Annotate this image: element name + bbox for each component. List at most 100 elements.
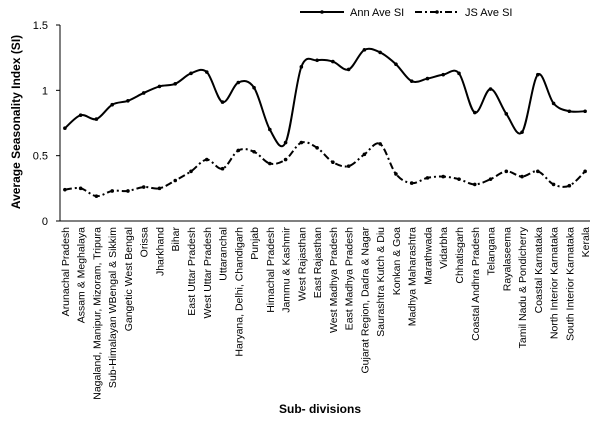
data-point	[299, 65, 304, 69]
x-tick-label: West Madhya Pradesh	[328, 227, 340, 333]
data-point	[536, 169, 540, 174]
series-layer	[63, 47, 587, 198]
x-tick-label: Gujarat Region, Dadra & Nagar	[359, 227, 371, 374]
data-point	[63, 126, 67, 131]
y-tick-label: 1.5	[33, 20, 48, 32]
data-point	[425, 176, 430, 180]
data-point	[331, 59, 335, 64]
x-tick-label: Coastal Andhra Pradesh	[470, 227, 482, 341]
data-point	[488, 87, 493, 91]
x-tick-label: Jharkhand	[154, 227, 166, 276]
data-point	[268, 161, 272, 166]
x-tick-label: Jammu & Kashmir	[281, 227, 293, 313]
y-tick-label: 1	[42, 85, 48, 97]
data-point	[63, 187, 67, 192]
legend-marker	[435, 10, 439, 14]
data-point	[173, 82, 178, 86]
x-tick-label: Himachal Pradesh	[265, 227, 277, 313]
data-point	[94, 117, 99, 121]
x-tick-label: Konkan & Goa	[391, 227, 403, 295]
legend-marker	[320, 10, 324, 14]
x-tick-label: Sub-Himalayan WBengal & Sikkim	[107, 227, 119, 388]
x-tick-label: Punjab	[249, 227, 261, 260]
data-point	[141, 91, 146, 95]
data-point	[78, 113, 83, 117]
data-point	[252, 149, 256, 154]
data-point	[157, 84, 162, 89]
x-tick-label: Orissa	[139, 227, 151, 257]
x-tick-label: West Uttar Pradesh	[202, 227, 214, 319]
data-point	[441, 72, 446, 77]
data-point	[283, 157, 288, 162]
data-point	[157, 186, 162, 191]
legend: Ann Ave SI JS Ave SI	[300, 7, 513, 19]
x-axis-title: Sub- divisions	[279, 402, 361, 416]
data-point	[204, 157, 209, 162]
x-tick-label: Kerala	[580, 227, 592, 258]
y-tick-label: 0.5	[33, 151, 48, 163]
x-tick-label: Gangetic West Bengal	[123, 227, 135, 331]
x-tick-label: Saurashtra Kutch & Diu	[375, 227, 387, 337]
series-line-0	[64, 47, 586, 148]
data-point	[315, 58, 319, 63]
x-tick-label: East Madhya Pradesh	[344, 227, 356, 330]
legend-label: Ann Ave SI	[350, 7, 404, 19]
data-point	[457, 177, 461, 181]
data-point	[126, 189, 130, 193]
data-point	[536, 72, 540, 77]
data-point	[110, 102, 114, 107]
data-point	[457, 71, 461, 76]
x-tick-label: Tamil Nadu & Pondicherry	[517, 226, 529, 348]
data-point	[409, 79, 414, 83]
data-point	[362, 48, 367, 52]
data-point	[567, 109, 572, 114]
axes: 0 0.5 1 1.5	[33, 20, 590, 228]
data-point	[173, 178, 178, 183]
y-axis-title: Average Seasonality Index (SI)	[9, 35, 23, 209]
x-tick-label: North Interior Karnataka	[549, 227, 561, 339]
data-point	[236, 148, 241, 153]
data-point	[331, 160, 335, 164]
data-point	[583, 169, 587, 174]
legend-label: JS Ave SI	[465, 7, 513, 19]
data-point	[567, 183, 572, 188]
category-labels: Arunachal Pradesh Assam & Meghalaya Nagala…	[60, 226, 592, 399]
x-tick-label: East Uttar Pradesh	[186, 227, 198, 316]
data-point	[220, 100, 225, 104]
x-tick-label: Coastal Karnataka	[533, 227, 545, 314]
data-point	[315, 146, 319, 150]
data-point	[268, 127, 272, 132]
x-tick-label: Telangana	[486, 227, 498, 276]
x-tick-label: Arunachal Pradesh	[60, 227, 72, 316]
data-point	[299, 140, 304, 145]
x-tick-label: South Interior Karnataka	[564, 227, 576, 341]
x-tick-label: West Rajasthan	[296, 227, 308, 301]
data-point	[425, 76, 430, 81]
data-point	[551, 182, 556, 187]
data-point	[236, 80, 241, 85]
data-point	[189, 71, 193, 76]
data-point	[504, 169, 509, 174]
data-point	[394, 172, 398, 176]
x-tick-label: Nagaland, Manipur, Mizoram, Tripura	[91, 227, 103, 400]
data-point	[409, 181, 414, 185]
data-point	[94, 194, 99, 198]
data-point	[126, 98, 130, 103]
data-point	[283, 140, 288, 145]
data-point	[378, 142, 382, 146]
data-point	[583, 109, 587, 114]
data-point	[220, 166, 225, 171]
data-point	[472, 182, 477, 187]
data-point	[110, 189, 114, 193]
data-point	[78, 186, 83, 191]
data-point	[141, 185, 146, 189]
data-point	[504, 112, 509, 116]
data-point	[378, 50, 382, 55]
x-tick-label: Rayalaseema	[501, 227, 513, 291]
data-point	[488, 177, 493, 181]
data-point	[204, 70, 209, 74]
series-line-1	[64, 141, 586, 198]
x-tick-label: East Rajasthan	[312, 227, 324, 298]
data-point	[520, 174, 524, 179]
